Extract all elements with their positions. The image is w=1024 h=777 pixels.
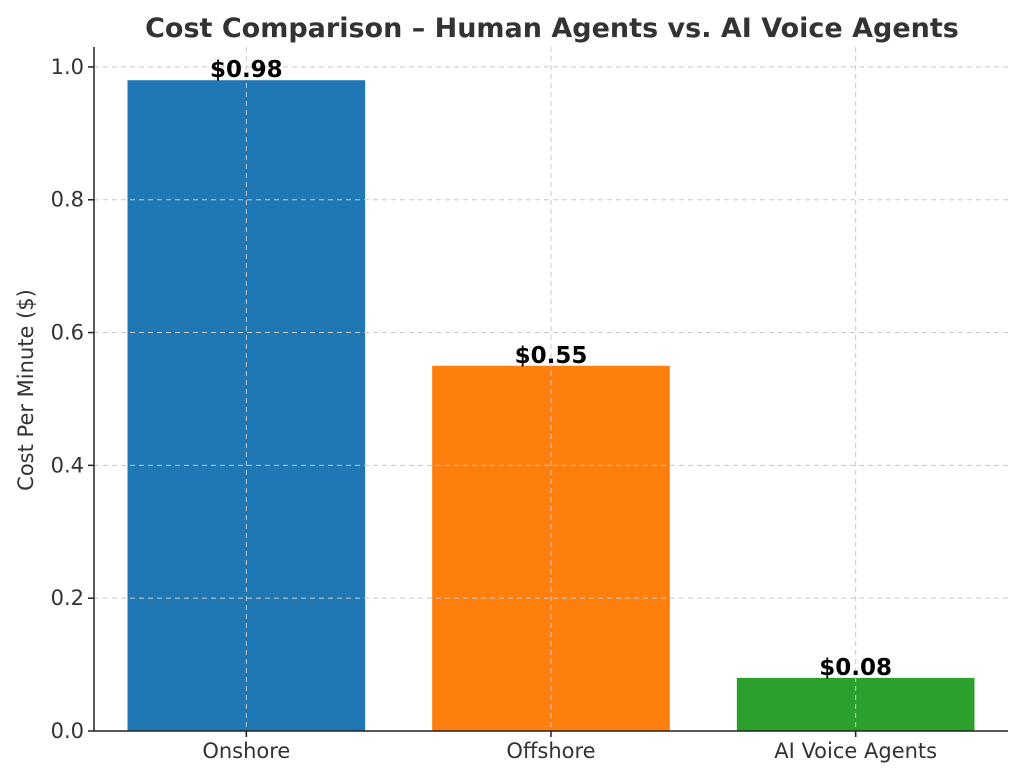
axis-layer — [88, 47, 1008, 737]
y-tick-label: 0.0 — [51, 719, 84, 743]
y-tick-label: 0.4 — [51, 453, 84, 477]
y-axis-label: Cost Per Minute ($) — [14, 289, 38, 491]
label-layer: 0.0 0.2 0.4 0.6 0.8 1.0 Onshore $0.98 Offshore $0… — [51, 55, 938, 763]
bar-value-label: $0.98 — [210, 57, 283, 83]
grid-layer — [94, 47, 1008, 731]
y-tick-label: 0.8 — [51, 188, 84, 212]
y-tick-label: 1.0 — [51, 55, 84, 79]
chart-title: Cost Comparison – Human Agents vs. AI Vo… — [145, 13, 959, 44]
x-tick-label: Onshore — [202, 739, 290, 763]
bar-value-label: $0.08 — [819, 655, 892, 681]
bar-value-label: $0.55 — [515, 343, 588, 369]
x-tick-label: Offshore — [506, 739, 595, 763]
bar — [127, 80, 366, 732]
y-tick-label: 0.6 — [51, 321, 84, 345]
x-tick-label: AI Voice Agents — [774, 739, 937, 763]
y-tick-label: 0.2 — [51, 586, 84, 610]
